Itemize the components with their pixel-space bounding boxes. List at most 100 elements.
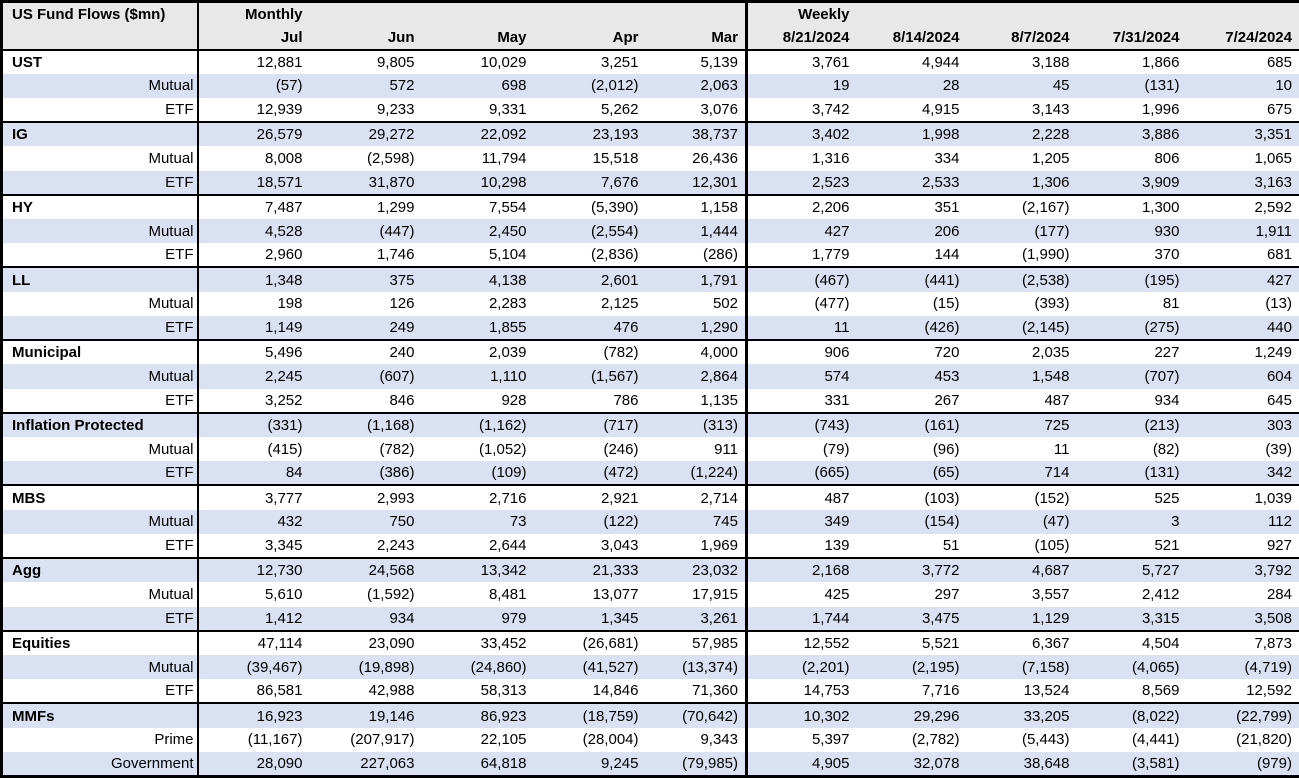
cell: 2,592 [1186,193,1299,220]
table-row: ETF 86,581 42,988 58,313 14,846 71,360 14,753 7… [1,679,1299,704]
table-row: ETF 84 (386) (109) (472) (1,224) (665) (65) 714(… [1,461,1299,486]
cell: 38,648 [966,751,1077,777]
subrow-label: Mutual [1,437,199,462]
cell: (286) [702,246,738,264]
cell: 2,283 [488,295,527,313]
cell: 5,521 [856,629,967,655]
group-label: IG [1,121,199,147]
table-row: Mutual 5,610 (1,592) 8,481 13,077 17,915 425 29… [1,582,1299,607]
cell: (109) [421,461,534,486]
cell: 1,065 [1254,149,1292,167]
cell: 3,772 [856,557,967,583]
cell: 1,911 [1186,219,1299,244]
cell: (447) [309,219,422,244]
cell: (441) [856,266,967,292]
cell: 2,921 [533,484,646,510]
cell: (13,374) [645,654,747,680]
cell: (979) [1186,751,1299,777]
group-label: Equities [1,629,199,655]
cell: 7,716 [921,682,960,700]
subrow-label: ETF [1,461,199,486]
cell: (393) [1034,295,1070,313]
cell: (1,052) [478,440,527,458]
cell: 5,262 [600,101,639,119]
cell: 12,301 [645,170,747,195]
cell: 4,687 [966,557,1077,583]
column-header: 7/24/2024 [1186,25,1299,51]
cell: (2,195) [856,654,967,680]
table-row: Mutual 198 126 2,283 2,125 502 (477) (15) (393) 8… [1,291,1299,316]
cell: 525 [1076,484,1187,510]
subrow-label: ETF [1,388,199,413]
cell: (2,538) [966,266,1077,292]
cell: 911 [714,440,738,458]
subrow-label: ETF [1,606,199,631]
column-header: 8/21/2024 [745,25,857,51]
cell: 1,412 [197,606,310,631]
subrow-label: ETF [1,533,199,559]
cell: 1,158 [645,193,747,220]
cell: (21,820) [1236,731,1292,749]
cell: 206 [856,219,967,244]
cell: 1,996 [1141,101,1180,119]
table-row: LL 1,348 375 4,138 2,601 1,791 (467) (441) (2,53… [1,266,1299,292]
cell: 2,644 [488,536,527,554]
table-row: Mutual (415) (782) (1,052) (246) 911 (79) (96) 1… [1,437,1299,462]
cell: 5,397 [745,727,857,752]
cell: 681 [1266,246,1292,264]
cell: 427 [1186,266,1299,292]
cell: (4,719) [1186,654,1299,680]
cell: (79,985) [645,751,747,777]
subrow-label: ETF [1,170,199,195]
cell: 1,039 [1186,484,1299,510]
cell: (41,527) [533,654,646,680]
group-label: LL [1,266,199,292]
table-row: IG 26,579 29,272 22,092 23,193 38,737 3,402 1,9… [1,121,1299,147]
cell: 685 [1266,53,1292,71]
cell: (207,917) [350,731,415,749]
cell: 351 [856,193,967,220]
column-header-row: Jul Jun May Apr Mar 8/21/2024 8/14/2024 8/7/202… [2,25,1299,51]
cell: 1,345 [533,606,646,631]
cell: (22,799) [1186,702,1299,728]
cell: 3,909 [1076,170,1187,195]
cell: 5,727 [1076,557,1187,583]
cell: 3,508 [1186,606,1299,631]
cell: 502 [712,295,738,313]
cell: (2,554) [533,219,646,244]
subrow-label: Government [1,751,199,777]
cell: 23,032 [645,557,747,583]
table-row: Mutual 4,528 (447) 2,450 (2,554) 1,444 427 206(… [1,219,1299,244]
cell: 33,452 [421,629,534,655]
cell: 284 [1266,585,1292,603]
cell: 6,367 [966,629,1077,655]
cell: 28 [856,73,967,98]
cell: (39) [1265,440,1292,458]
cell: 7,487 [197,193,310,220]
cell: 1,149 [197,315,310,341]
cell: (79) [745,437,857,462]
cell: 574 [745,364,857,389]
cell: (2,167) [966,193,1077,220]
cell: 3,261 [645,606,747,631]
cell: (96) [932,440,960,458]
cell: (47) [966,509,1077,534]
cell: 3,076 [700,101,738,119]
cell: 13,342 [421,557,534,583]
cell: 19,146 [309,702,422,728]
subrow-label: Mutual [1,364,199,389]
column-header: 8/7/2024 [966,25,1077,51]
cell: 12,939 [256,101,303,119]
cell: 2,063 [645,73,747,98]
cell: (472) [533,461,646,486]
cell: (607) [309,364,422,389]
cell: 24,568 [309,557,422,583]
cell: 3,315 [1076,606,1187,631]
table-header: US Fund Flows ($mn) Monthly Weekly Jul Ju… [1,1,1299,51]
cell: 1,299 [309,193,422,220]
cell: (4,065) [1076,654,1187,680]
group-label: UST [1,49,199,74]
cell: 31,870 [309,170,422,195]
cell: 331 [745,388,857,413]
